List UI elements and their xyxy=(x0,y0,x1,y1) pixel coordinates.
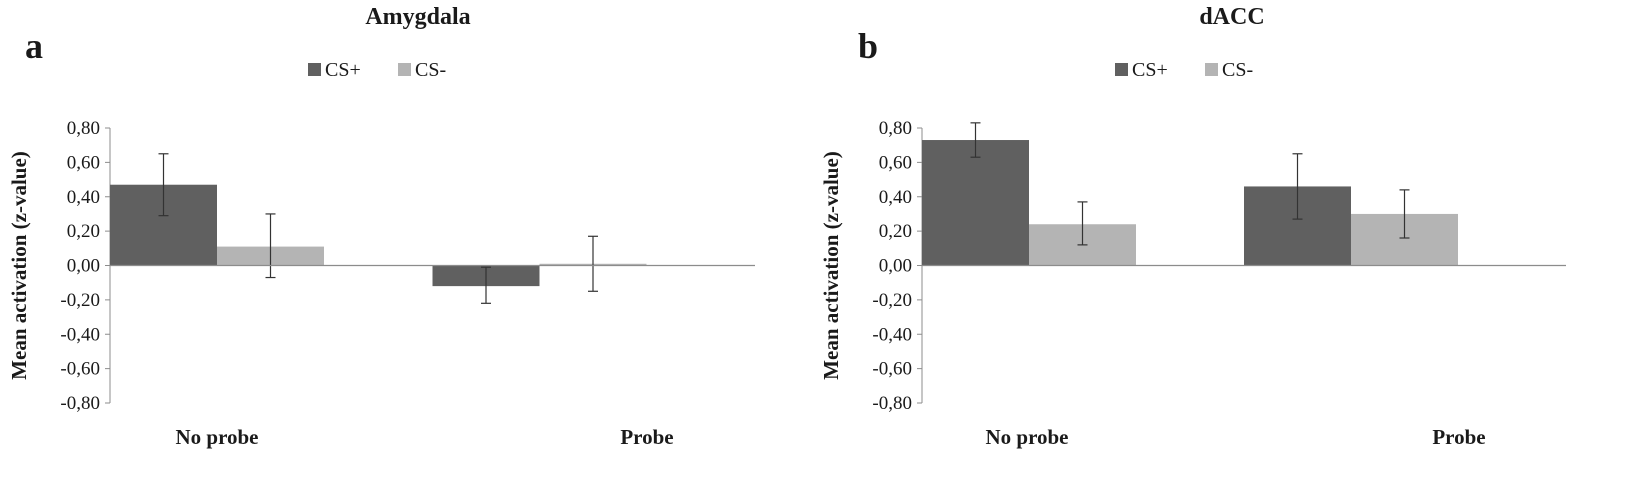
y-tick-label: 0,80 xyxy=(879,118,912,139)
error-bar xyxy=(158,153,169,217)
legend-swatch-cs-minus xyxy=(1205,63,1218,76)
error-bar xyxy=(970,122,981,158)
panel-letter: b xyxy=(858,26,878,66)
y-tick-label: -0,80 xyxy=(872,393,912,414)
category-label: No probe xyxy=(175,425,258,449)
error-bar xyxy=(1077,201,1088,246)
category-label: Probe xyxy=(620,425,673,449)
y-tick-label: -0,20 xyxy=(872,290,912,311)
chart-title: dACC xyxy=(1199,4,1264,30)
legend-label-cs-minus: CS- xyxy=(415,59,446,81)
error-bar xyxy=(265,213,276,279)
legend: CS+ CS- xyxy=(1115,59,1253,81)
category-label: Probe xyxy=(1432,425,1485,449)
chart-panel-a: a Amygdala CS+ CS- 0,80 0,60 0,40 0,20 0,00 -0,20… xyxy=(7,4,755,449)
y-tick-label: -0,20 xyxy=(60,290,100,311)
y-tick-label: 0,60 xyxy=(67,152,100,173)
error-bar xyxy=(481,266,491,304)
error-bar xyxy=(588,235,598,292)
y-tick-label: -0,60 xyxy=(60,359,100,380)
legend: CS+ CS- xyxy=(308,59,446,81)
error-bar xyxy=(1399,189,1410,239)
y-tick-label: -0,80 xyxy=(60,393,100,414)
y-tick-label: -0,40 xyxy=(60,324,100,345)
y-axis-title: Mean activation (z-value) xyxy=(7,151,31,380)
legend-label-cs-plus: CS+ xyxy=(325,59,361,81)
y-tick-label: 0,40 xyxy=(879,187,912,208)
panel-letter: a xyxy=(25,26,43,66)
y-tick-label: -0,60 xyxy=(872,359,912,380)
category-label: No probe xyxy=(985,425,1068,449)
legend-swatch-cs-plus xyxy=(308,63,321,76)
legend-swatch-cs-plus xyxy=(1115,63,1128,76)
legend-label-cs-plus: CS+ xyxy=(1132,59,1168,81)
y-tick-label: 0,20 xyxy=(879,221,912,242)
chart-title: Amygdala xyxy=(365,4,470,30)
y-axis-title: Mean activation (z-value) xyxy=(819,151,843,380)
y-tick-label: 0,60 xyxy=(879,152,912,173)
chart-panel-b: b dACC CS+ CS- 0,80 0,60 0,40 0,20 0,00 -0,20 -0,4… xyxy=(819,4,1566,449)
legend-label-cs-minus: CS- xyxy=(1222,59,1253,81)
y-tick-label: -0,40 xyxy=(872,324,912,345)
y-tick-label: 0,20 xyxy=(67,221,100,242)
error-bar xyxy=(1292,153,1303,220)
legend-swatch-cs-minus xyxy=(398,63,411,76)
bar-cs-plus-no-probe xyxy=(922,140,1029,266)
y-tick-label: 0,00 xyxy=(67,256,100,277)
y-tick-label: 0,40 xyxy=(67,187,100,208)
y-tick-label: 0,00 xyxy=(879,256,912,277)
y-tick-label: 0,80 xyxy=(67,118,100,139)
